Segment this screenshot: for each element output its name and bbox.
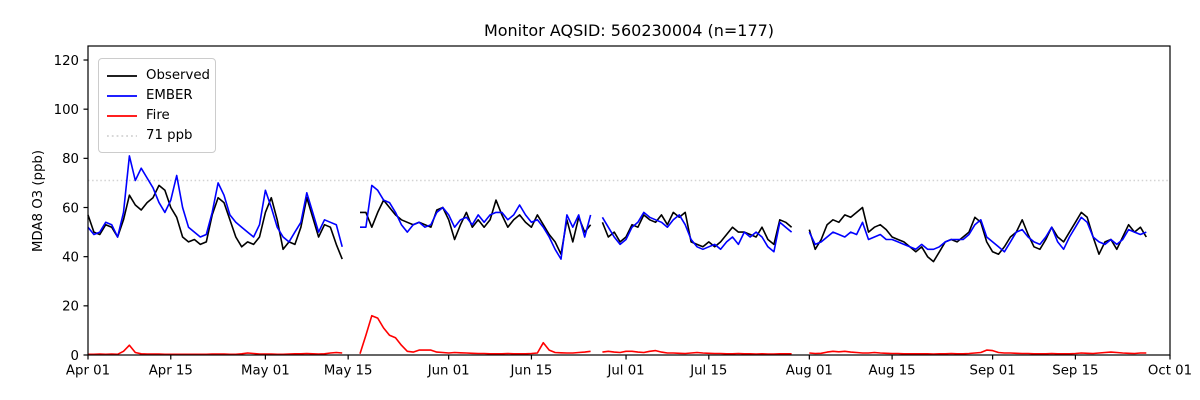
- fire-line-segment: [359, 314, 591, 355]
- x-tick-label: Apr 01: [66, 364, 110, 379]
- y-tick-label: 60: [62, 201, 79, 216]
- x-tick-label: Aug 01: [786, 364, 833, 379]
- y-tick-label: 0: [71, 349, 79, 364]
- x-tick-label: Jun 01: [427, 364, 470, 379]
- legend: Observed EMBER Fire 71 ppb: [98, 58, 216, 153]
- legend-item-fire: Fire: [107, 106, 206, 126]
- legend-threshold-line-icon: [107, 135, 137, 137]
- x-tick-label: Sep 15: [1052, 364, 1098, 379]
- legend-item-threshold: 71 ppb: [107, 126, 206, 146]
- fire-line-segment: [88, 344, 343, 356]
- y-axis-label: MDA8 O3 (ppb): [31, 150, 46, 252]
- x-tick-label: Oct 01: [1148, 364, 1192, 379]
- legend-item-observed: Observed: [107, 66, 210, 86]
- ember-line-segment: [601, 211, 793, 253]
- legend-observed-line-icon: [107, 75, 137, 77]
- ember-line-segment: [87, 155, 343, 248]
- x-tick-label: Sep 01: [970, 364, 1016, 379]
- chart-title: Monitor AQSID: 560230004 (n=177): [484, 21, 774, 40]
- y-tick-label: 40: [62, 250, 79, 265]
- ember-line-segment: [360, 184, 592, 260]
- legend-label-observed: Observed: [146, 68, 210, 83]
- plot-content: Apr 01 Apr 15 May 01 May 15 Jun 01 Jun 15 Jul …: [54, 45, 1192, 379]
- legend-label-fire: Fire: [146, 108, 170, 123]
- observed-line-segment: [87, 184, 343, 260]
- x-tick-label: Jul 15: [689, 364, 727, 379]
- x-tick-label: Jun 15: [509, 364, 552, 379]
- y-tick-label: 120: [54, 54, 79, 69]
- y-tick-label: 20: [62, 300, 79, 315]
- legend-ember-line-icon: [107, 95, 137, 97]
- legend-item-ember: EMBER: [107, 86, 206, 106]
- observed-line-segment: [360, 199, 592, 255]
- fire-line-segment: [809, 349, 1147, 355]
- observed-line-segment: [808, 206, 1147, 263]
- legend-fire-line-icon: [107, 115, 137, 117]
- y-tick-label: 100: [54, 103, 79, 118]
- x-tick-label: Apr 15: [149, 364, 193, 379]
- x-tick-label: Jul 01: [606, 364, 644, 379]
- legend-label-ember: EMBER: [146, 88, 193, 103]
- x-tick-label: Aug 15: [869, 364, 916, 379]
- x-tick-label: May 15: [324, 364, 373, 379]
- fire-line-segment: [602, 349, 792, 355]
- x-tick-label: May 01: [241, 364, 290, 379]
- legend-label-threshold: 71 ppb: [146, 128, 193, 143]
- y-tick-label: 80: [62, 152, 79, 167]
- plot-frame: [87, 45, 1171, 356]
- ember-line-segment: [808, 216, 1147, 253]
